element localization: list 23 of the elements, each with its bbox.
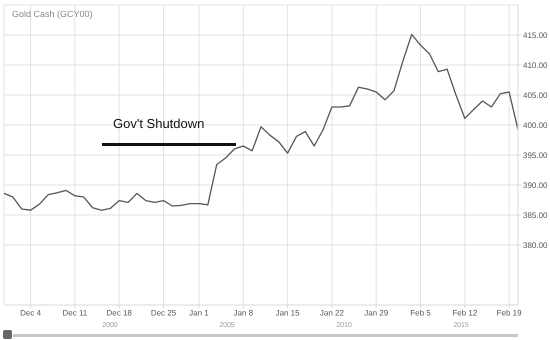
y-tick-label: 410.00 xyxy=(523,60,548,70)
x-tick-label: Jan 15 xyxy=(276,308,300,318)
y-tick-label: 380.00 xyxy=(523,240,548,250)
chart-title: Gold Cash (GCY00) xyxy=(12,9,93,19)
y-tick-label: 400.00 xyxy=(523,120,548,130)
y-tick-label: 415.00 xyxy=(523,30,548,40)
y-tick-label: 395.00 xyxy=(523,150,548,160)
x-tick-label: Feb 19 xyxy=(496,308,522,318)
annotation: Gov't Shutdown xyxy=(113,116,204,131)
x-tick-label: Dec 25 xyxy=(150,308,177,318)
x-tick-label: Jan 22 xyxy=(320,308,344,318)
x-tick-label: Jan 29 xyxy=(364,308,389,318)
line-series xyxy=(4,34,518,211)
x-tick-label: Feb 12 xyxy=(452,308,478,318)
x-tick-label: Jan 8 xyxy=(233,308,254,318)
y-tick-label: 385.00 xyxy=(523,210,548,220)
x-tick-label: Dec 18 xyxy=(106,308,132,318)
y-tick-label: 390.00 xyxy=(523,180,548,190)
x-tick-label: Dec 11 xyxy=(62,308,88,318)
x-tick-label: Dec 4 xyxy=(20,308,42,318)
x-tick-label: Jan 1 xyxy=(189,308,210,318)
y-tick-label: 405.00 xyxy=(523,90,548,100)
x-tick-label: Feb 5 xyxy=(410,308,432,318)
